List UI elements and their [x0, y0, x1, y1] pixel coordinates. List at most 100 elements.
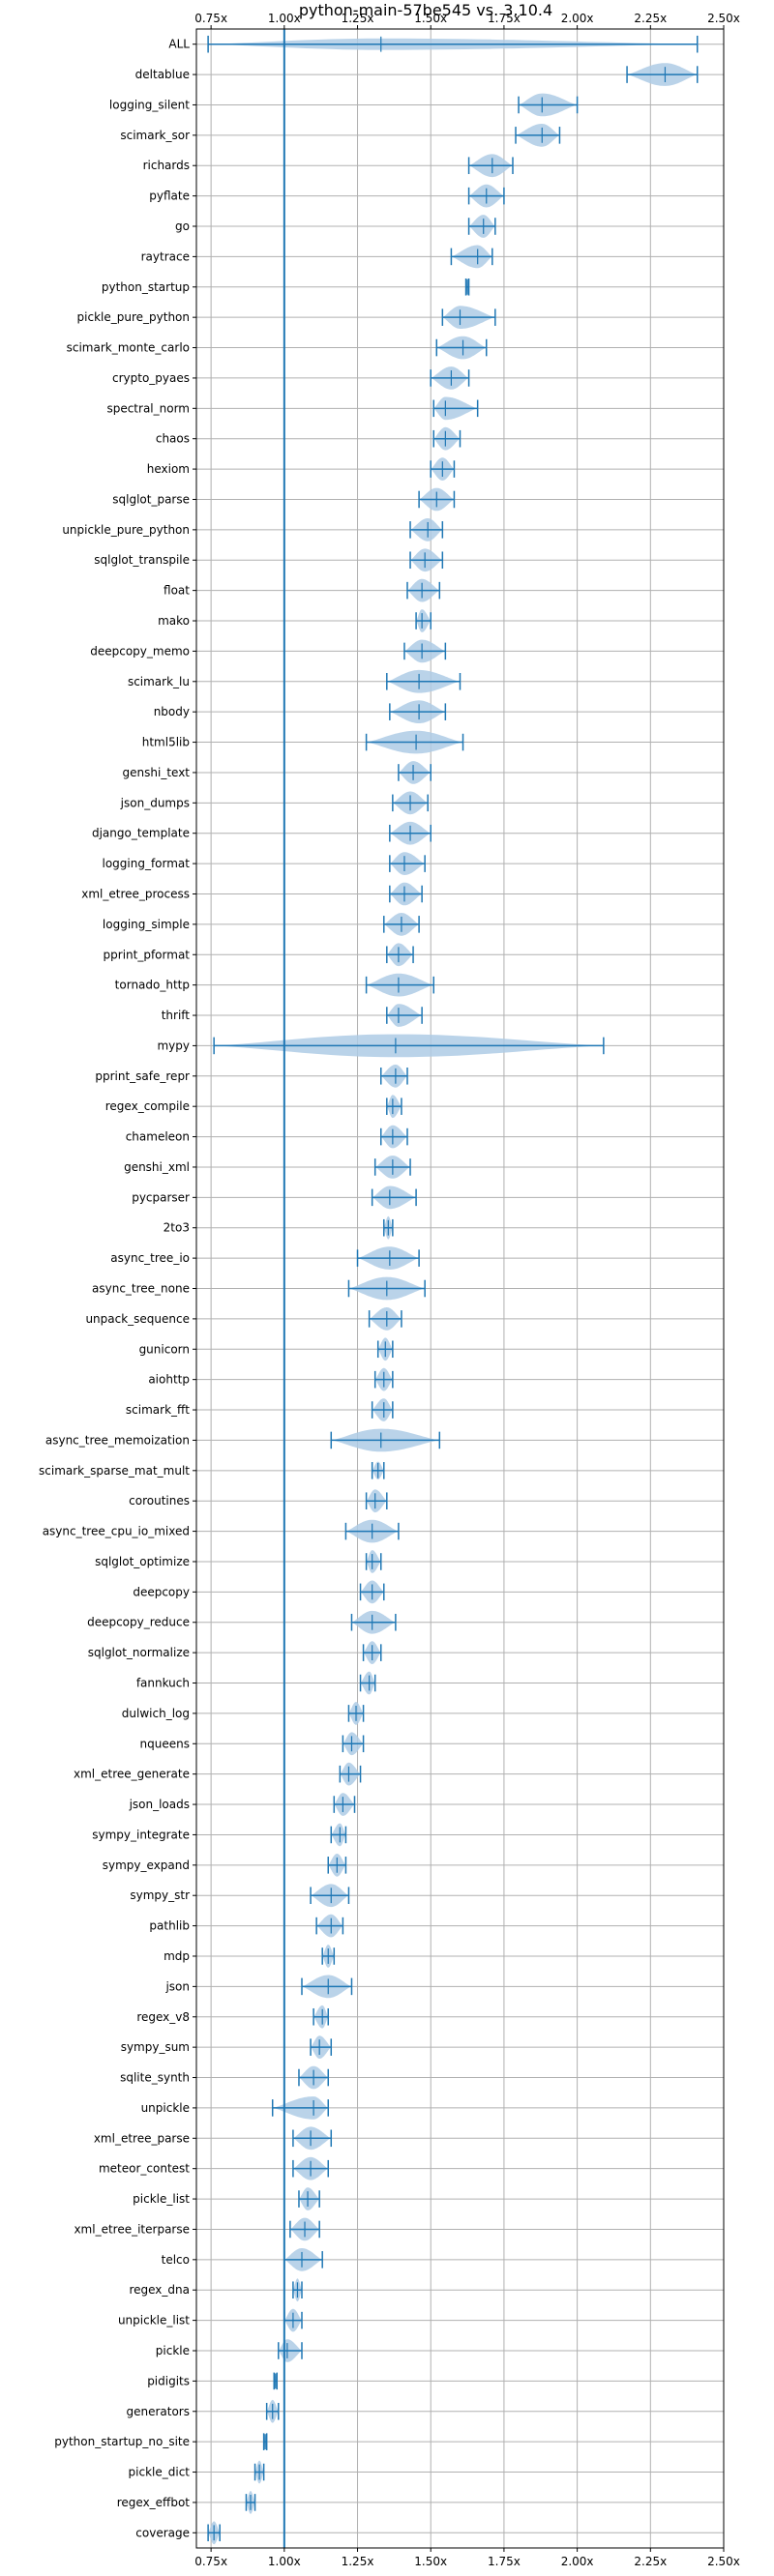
benchmark-label: float [164, 584, 190, 598]
benchmark-label: regex_effbot [117, 2496, 191, 2509]
benchmark-label: richards [143, 159, 190, 172]
benchmark-label: django_template [92, 827, 190, 840]
benchmark-label: ALL [168, 38, 190, 51]
benchmark-label: genshi_xml [124, 1160, 190, 1174]
benchmark-label: coverage [135, 2526, 190, 2539]
benchmark-label: pidigits [147, 2374, 190, 2387]
benchmark-label: html5lib [142, 736, 190, 749]
benchmark-label: genshi_text [123, 766, 191, 779]
benchmark-label: async_tree_memoization [45, 1433, 190, 1447]
violin-layer [207, 35, 699, 2545]
tick-layer: 0.75x 0.75x 1.00x 1.00x 1.25x 1.25x 1.50x 1.50x… [193, 12, 740, 2568]
benchmark-label: sympy_expand [103, 1859, 190, 1872]
benchmark-label: sqlglot_parse [112, 492, 190, 506]
benchmark-label: deepcopy_memo [90, 644, 190, 658]
benchmark-label: 2to3 [164, 1221, 190, 1235]
x-tick-label-bottom: 2.25x [634, 2555, 667, 2568]
benchmark-label: deepcopy [133, 1585, 190, 1598]
x-tick-label-top: 1.50x [414, 12, 447, 25]
benchmark-label: sqlglot_normalize [88, 1646, 190, 1659]
benchmark-label: sympy_integrate [92, 1828, 190, 1841]
x-tick-label-bottom: 1.50x [414, 2555, 447, 2568]
benchmark-label: pprint_pformat [104, 948, 191, 961]
x-tick-label-bottom: 1.75x [488, 2555, 521, 2568]
benchmark-label: regex_compile [105, 1099, 190, 1113]
x-tick-label-top: 1.25x [342, 12, 374, 25]
benchmark-label: scimark_sparse_mat_mult [39, 1464, 190, 1478]
benchmark-label: json_loads [129, 1798, 190, 1811]
benchmark-label: deepcopy_reduce [87, 1616, 190, 1629]
benchmark-label: regex_dna [129, 2283, 190, 2297]
benchmark-label: deltablue [135, 68, 190, 81]
benchmark-label: pathlib [149, 1919, 190, 1933]
benchmark-label: aiohttp [148, 1373, 190, 1387]
benchmark-label: scimark_lu [128, 675, 190, 688]
x-tick-label-bottom: 1.00x [268, 2555, 301, 2568]
benchmark-label: async_tree_none [92, 1282, 190, 1296]
benchmark-label: json [164, 1979, 190, 1993]
benchmark-label: go [175, 220, 190, 233]
benchmark-label: sqlite_synth [120, 2071, 190, 2085]
benchmark-label: mako [158, 614, 190, 628]
chart-title: python-main-57be545 vs. 3.10.4 [299, 1, 552, 19]
benchmark-label: unpickle [141, 2101, 190, 2115]
benchmark-label: crypto_pyaes [112, 371, 190, 385]
benchmark-label: sympy_str [130, 1888, 190, 1902]
benchmark-label: pprint_safe_repr [95, 1069, 190, 1083]
benchmark-label: telco [162, 2253, 190, 2267]
x-tick-label-bottom: 1.25x [342, 2555, 374, 2568]
benchmark-label: unpack_sequence [85, 1312, 190, 1326]
x-tick-label-top: 1.75x [488, 12, 521, 25]
x-tick-label-top: 0.75x [194, 12, 227, 25]
benchmark-label: scimark_fft [126, 1403, 190, 1417]
benchmark-label: nqueens [140, 1737, 190, 1750]
benchmark-label: dulwich_log [122, 1707, 190, 1720]
benchmark-label: sympy_sum [121, 2040, 190, 2054]
benchmark-label: pickle [156, 2344, 190, 2357]
benchmark-label: sqlglot_transpile [94, 553, 190, 567]
benchmark-label: pycparser [132, 1190, 190, 1204]
x-tick-label-top: 2.50x [707, 12, 740, 25]
benchmark-label: pickle_pure_python [77, 310, 190, 324]
benchmark-label: xml_etree_iterparse [74, 2222, 190, 2236]
benchmark-label: python_startup [102, 280, 190, 294]
benchmark-label: mdp [164, 1949, 190, 1963]
benchmark-label: xml_etree_process [81, 887, 190, 900]
x-tick-label-top: 2.25x [634, 12, 667, 25]
benchmark-label: thrift [162, 1009, 191, 1022]
benchmark-label: raytrace [141, 249, 190, 263]
benchmark-label: logging_simple [103, 918, 190, 931]
benchmark-label: unpickle_pure_python [62, 523, 190, 537]
benchmark-label: json_dumps [120, 796, 190, 809]
benchmark-label: logging_format [102, 857, 190, 870]
benchmark-label: xml_etree_generate [74, 1768, 190, 1781]
benchmark-label: tornado_http [115, 979, 190, 992]
benchmark-label: chaos [156, 432, 190, 446]
x-tick-label-bottom: 2.50x [707, 2555, 740, 2568]
benchmark-label: fannkuch [136, 1677, 190, 1690]
benchmark-label: mypy [157, 1039, 190, 1052]
benchmark-label: scimark_sor [120, 129, 190, 142]
benchmark-label: async_tree_io [110, 1251, 190, 1265]
benchmark-label: generators [126, 2405, 190, 2418]
x-tick-label-bottom: 0.75x [194, 2555, 227, 2568]
benchmark-label: pickle_dict [129, 2466, 191, 2479]
benchmark-label: chameleon [126, 1130, 190, 1144]
x-tick-label-bottom: 2.00x [561, 2555, 594, 2568]
x-tick-label-top: 2.00x [561, 12, 594, 25]
benchmark-label: xml_etree_parse [94, 2131, 190, 2145]
benchmark-label: unpickle_list [118, 2314, 190, 2327]
benchmark-label: nbody [154, 705, 190, 718]
benchmark-label: sqlglot_optimize [95, 1555, 190, 1568]
benchmark-label: logging_silent [109, 98, 190, 111]
x-tick-label-top: 1.00x [268, 12, 301, 25]
benchmark-label: coroutines [129, 1494, 190, 1508]
benchmark-label: meteor_contest [99, 2162, 190, 2176]
benchmark-label: scimark_monte_carlo [67, 341, 190, 355]
benchmark-label: gunicorn [139, 1342, 190, 1356]
benchmark-label: hexiom [147, 462, 190, 476]
benchmark-label: pickle_list [133, 2192, 190, 2206]
benchmark-label: async_tree_cpu_io_mixed [43, 1525, 190, 1538]
